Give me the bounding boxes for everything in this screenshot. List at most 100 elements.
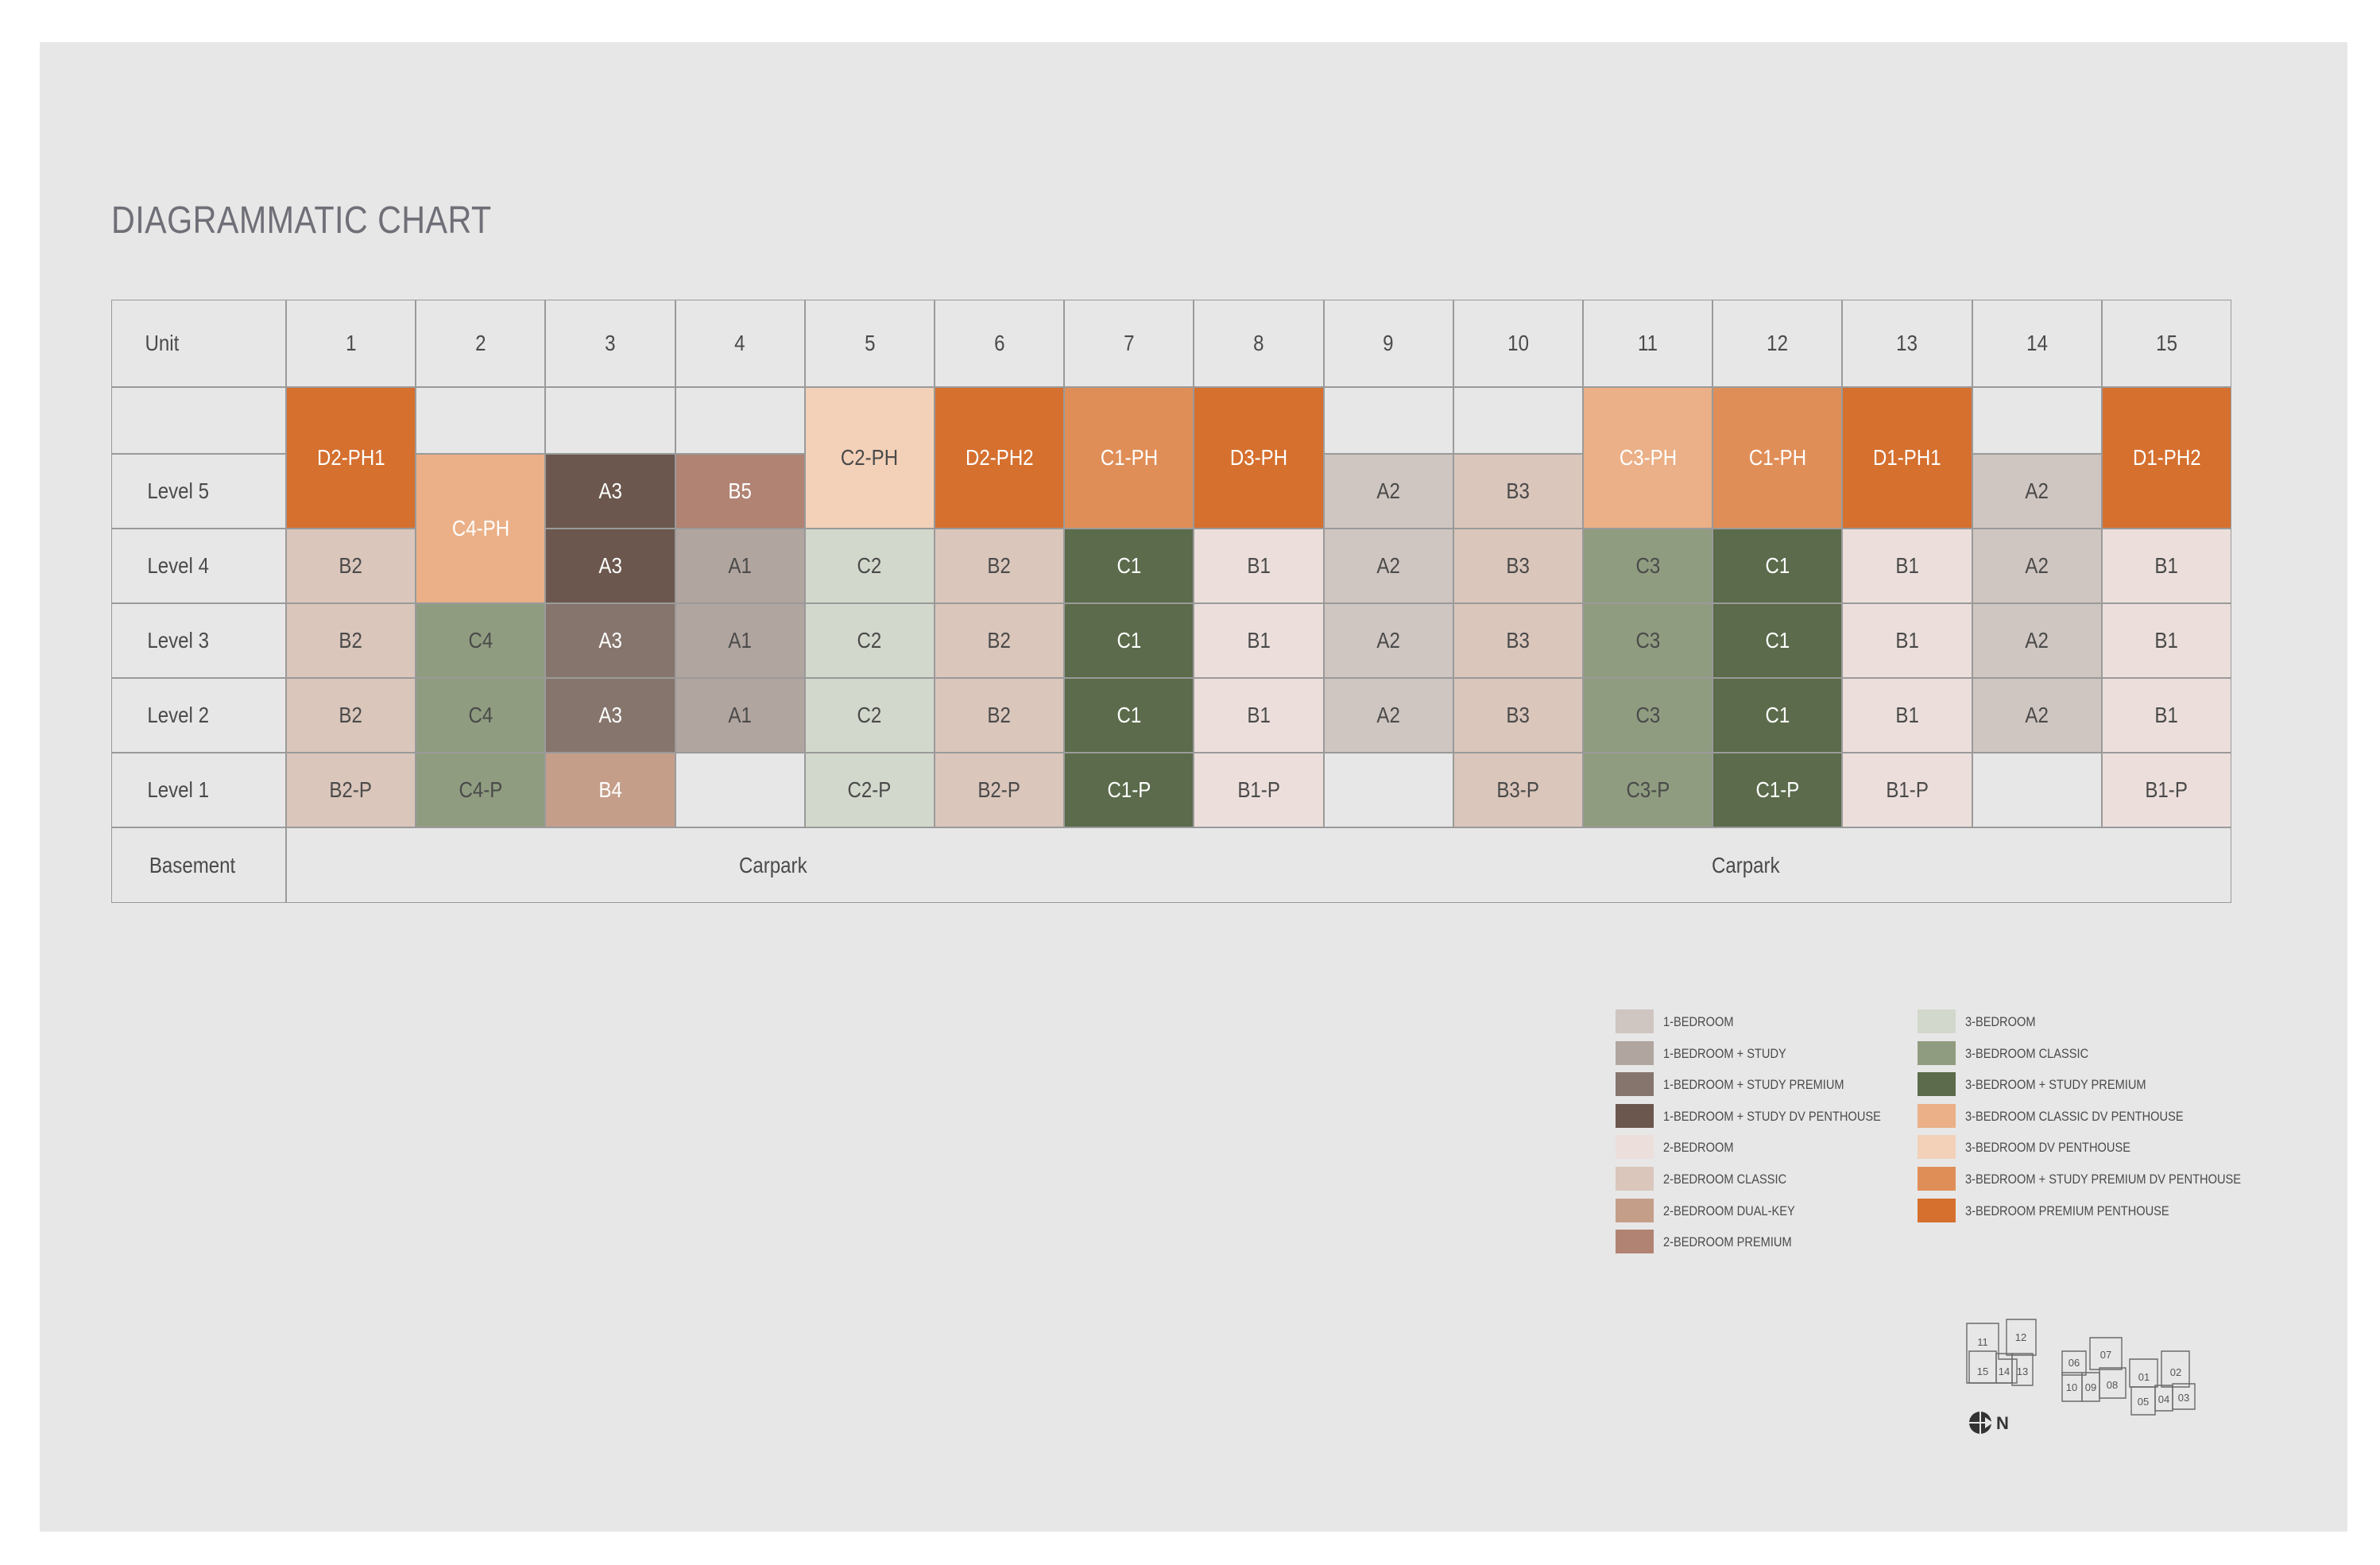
- carpark-text: Carpark: [1712, 852, 1780, 877]
- unit-cell-text: C2: [857, 628, 882, 653]
- unit-cell-text: C1-P: [1755, 777, 1800, 802]
- keyplan-label: 15: [1977, 1366, 1988, 1377]
- unit-cell-text: C1-PH: [1748, 445, 1806, 470]
- header-unit-label: Unit: [111, 300, 286, 387]
- keyplan-label: 11: [1977, 1336, 1988, 1348]
- legend-swatch: [1616, 1167, 1654, 1191]
- unit-cell-text: B1: [2154, 553, 2179, 578]
- header-unit-10: 10: [1453, 300, 1583, 387]
- carpark-label-left: Carpark: [287, 828, 1260, 902]
- header-unit-9: 9: [1323, 300, 1453, 387]
- unit-cell: A2: [1972, 454, 2102, 529]
- unit-cell-text: B1: [1247, 703, 1271, 727]
- legend-label: 3-BEDROOM + STUDY PREMIUM DV PENTHOUSE: [1965, 1172, 2242, 1187]
- unit-cell-text: D1-PH1: [1873, 445, 1941, 470]
- header-unit-8: 8: [1194, 300, 1324, 387]
- unit-cell-text: B1-P: [2145, 777, 2188, 802]
- unit-cell-text: C2: [857, 703, 882, 727]
- empty-cell: [675, 753, 805, 827]
- unit-cell: B5: [675, 454, 805, 529]
- unit-cell: C1: [1064, 603, 1194, 678]
- unit-cell: B1: [1194, 678, 1324, 753]
- unit-cell: A3: [545, 454, 675, 529]
- unit-cell-text: A3: [598, 553, 622, 578]
- unit-cell-text: C3: [1635, 628, 1660, 653]
- unit-cell-text: A1: [728, 703, 752, 727]
- unit-cell: C4: [416, 678, 546, 753]
- legend-swatch: [1616, 1135, 1654, 1160]
- carpark-label-right: Carpark: [1260, 828, 2232, 902]
- empty-cell: [1453, 387, 1583, 454]
- unit-cell-text: B1: [1895, 553, 1919, 578]
- unit-cell: C1: [1064, 678, 1194, 753]
- row-label: [111, 387, 286, 454]
- unit-cell-text: C3: [1635, 703, 1660, 727]
- unit-cell: B2: [935, 529, 1065, 603]
- header-unit-11: 11: [1583, 300, 1713, 387]
- unit-cell: B1-P: [2101, 753, 2231, 827]
- unit-cell-text: B3: [1506, 703, 1531, 727]
- unit-cell-text: B4: [598, 777, 622, 802]
- header-unit-1: 1: [286, 300, 416, 387]
- unit-cell-text: C3: [1635, 553, 1660, 578]
- unit-cell: A2: [1323, 603, 1453, 678]
- header-unit-2: 2: [416, 300, 546, 387]
- unit-cell: C3: [1583, 603, 1713, 678]
- header-unit-7: 7: [1064, 300, 1194, 387]
- legend-label: 3-BEDROOM CLASSIC: [1965, 1045, 2089, 1061]
- unit-cell: B1: [1842, 678, 1972, 753]
- unit-cell-text: D3-PH: [1229, 445, 1288, 470]
- row-label: Level 4: [111, 529, 286, 603]
- header-unit-5: 5: [804, 300, 935, 387]
- unit-cell-text: B2: [339, 628, 363, 653]
- legend-swatch: [1918, 1135, 1956, 1160]
- unit-cell: B1: [2101, 603, 2231, 678]
- legend-swatch: [1616, 1040, 1654, 1065]
- unit-cell-text: B3: [1506, 628, 1531, 653]
- header-unit-3: 3: [545, 300, 675, 387]
- row-label: Level 1: [111, 753, 286, 827]
- unit-cell-text: A3: [598, 628, 622, 653]
- empty-cell: [675, 387, 805, 454]
- unit-cell-text: B2: [987, 628, 1012, 653]
- header-unit-13-text: 13: [1896, 331, 1918, 355]
- unit-cell-text: C1: [1765, 703, 1790, 727]
- unit-cell-text: A2: [2025, 478, 2049, 503]
- keyplan-label: 03: [2178, 1392, 2189, 1404]
- unit-cell: C3: [1583, 529, 1713, 603]
- unit-cell-text: B1-P: [1886, 777, 1929, 802]
- unit-cell: A1: [675, 529, 805, 603]
- unit-cell-text: C2: [857, 553, 882, 578]
- legend-label: 3-BEDROOM PREMIUM PENTHOUSE: [1965, 1203, 2169, 1218]
- legend-label: 1-BEDROOM + STUDY DV PENTHOUSE: [1663, 1108, 1881, 1124]
- unit-cell-text: B2-P: [977, 777, 1021, 802]
- carpark-text: Carpark: [739, 852, 807, 877]
- empty-cell: [545, 387, 675, 454]
- keyplan-label: 08: [2107, 1379, 2118, 1391]
- header-unit-4-text: 4: [734, 331, 745, 355]
- unit-cell: C4-P: [416, 753, 546, 827]
- unit-cell-text: D2-PH2: [965, 445, 1034, 470]
- keyplan-label: 14: [1999, 1366, 2010, 1377]
- unit-cell-text: B1: [2154, 628, 2179, 653]
- keyplan-label: 01: [2138, 1371, 2150, 1383]
- unit-cell-text: B1-P: [1237, 777, 1280, 802]
- header-unit-2-text: 2: [475, 331, 486, 355]
- key-plan: 11 12 15 14 13 06 07 10 09 08 01 02 05 0…: [1966, 1319, 2196, 1434]
- unit-cell-text: C4: [468, 628, 493, 653]
- unit-cell: D2-PH2: [935, 387, 1065, 529]
- unit-cell-text: B2: [987, 703, 1012, 727]
- header-unit-label-text: Unit: [145, 331, 180, 355]
- header-unit-14: 14: [1972, 300, 2102, 387]
- unit-cell-text: B2: [339, 553, 363, 578]
- unit-cell-text: C4-PH: [451, 516, 509, 540]
- header-unit-13: 13: [1842, 300, 1972, 387]
- unit-cell-text: C2-P: [847, 777, 892, 802]
- legend-swatch: [1918, 1009, 1956, 1033]
- legend-label: 2-BEDROOM CLASSIC: [1663, 1172, 1787, 1187]
- keyplan-label: 05: [2138, 1396, 2149, 1408]
- unit-cell: C1-P: [1712, 753, 1843, 827]
- unit-cell: A3: [545, 603, 675, 678]
- legend-swatch: [1616, 1072, 1654, 1097]
- unit-cell: C1-PH: [1712, 387, 1843, 529]
